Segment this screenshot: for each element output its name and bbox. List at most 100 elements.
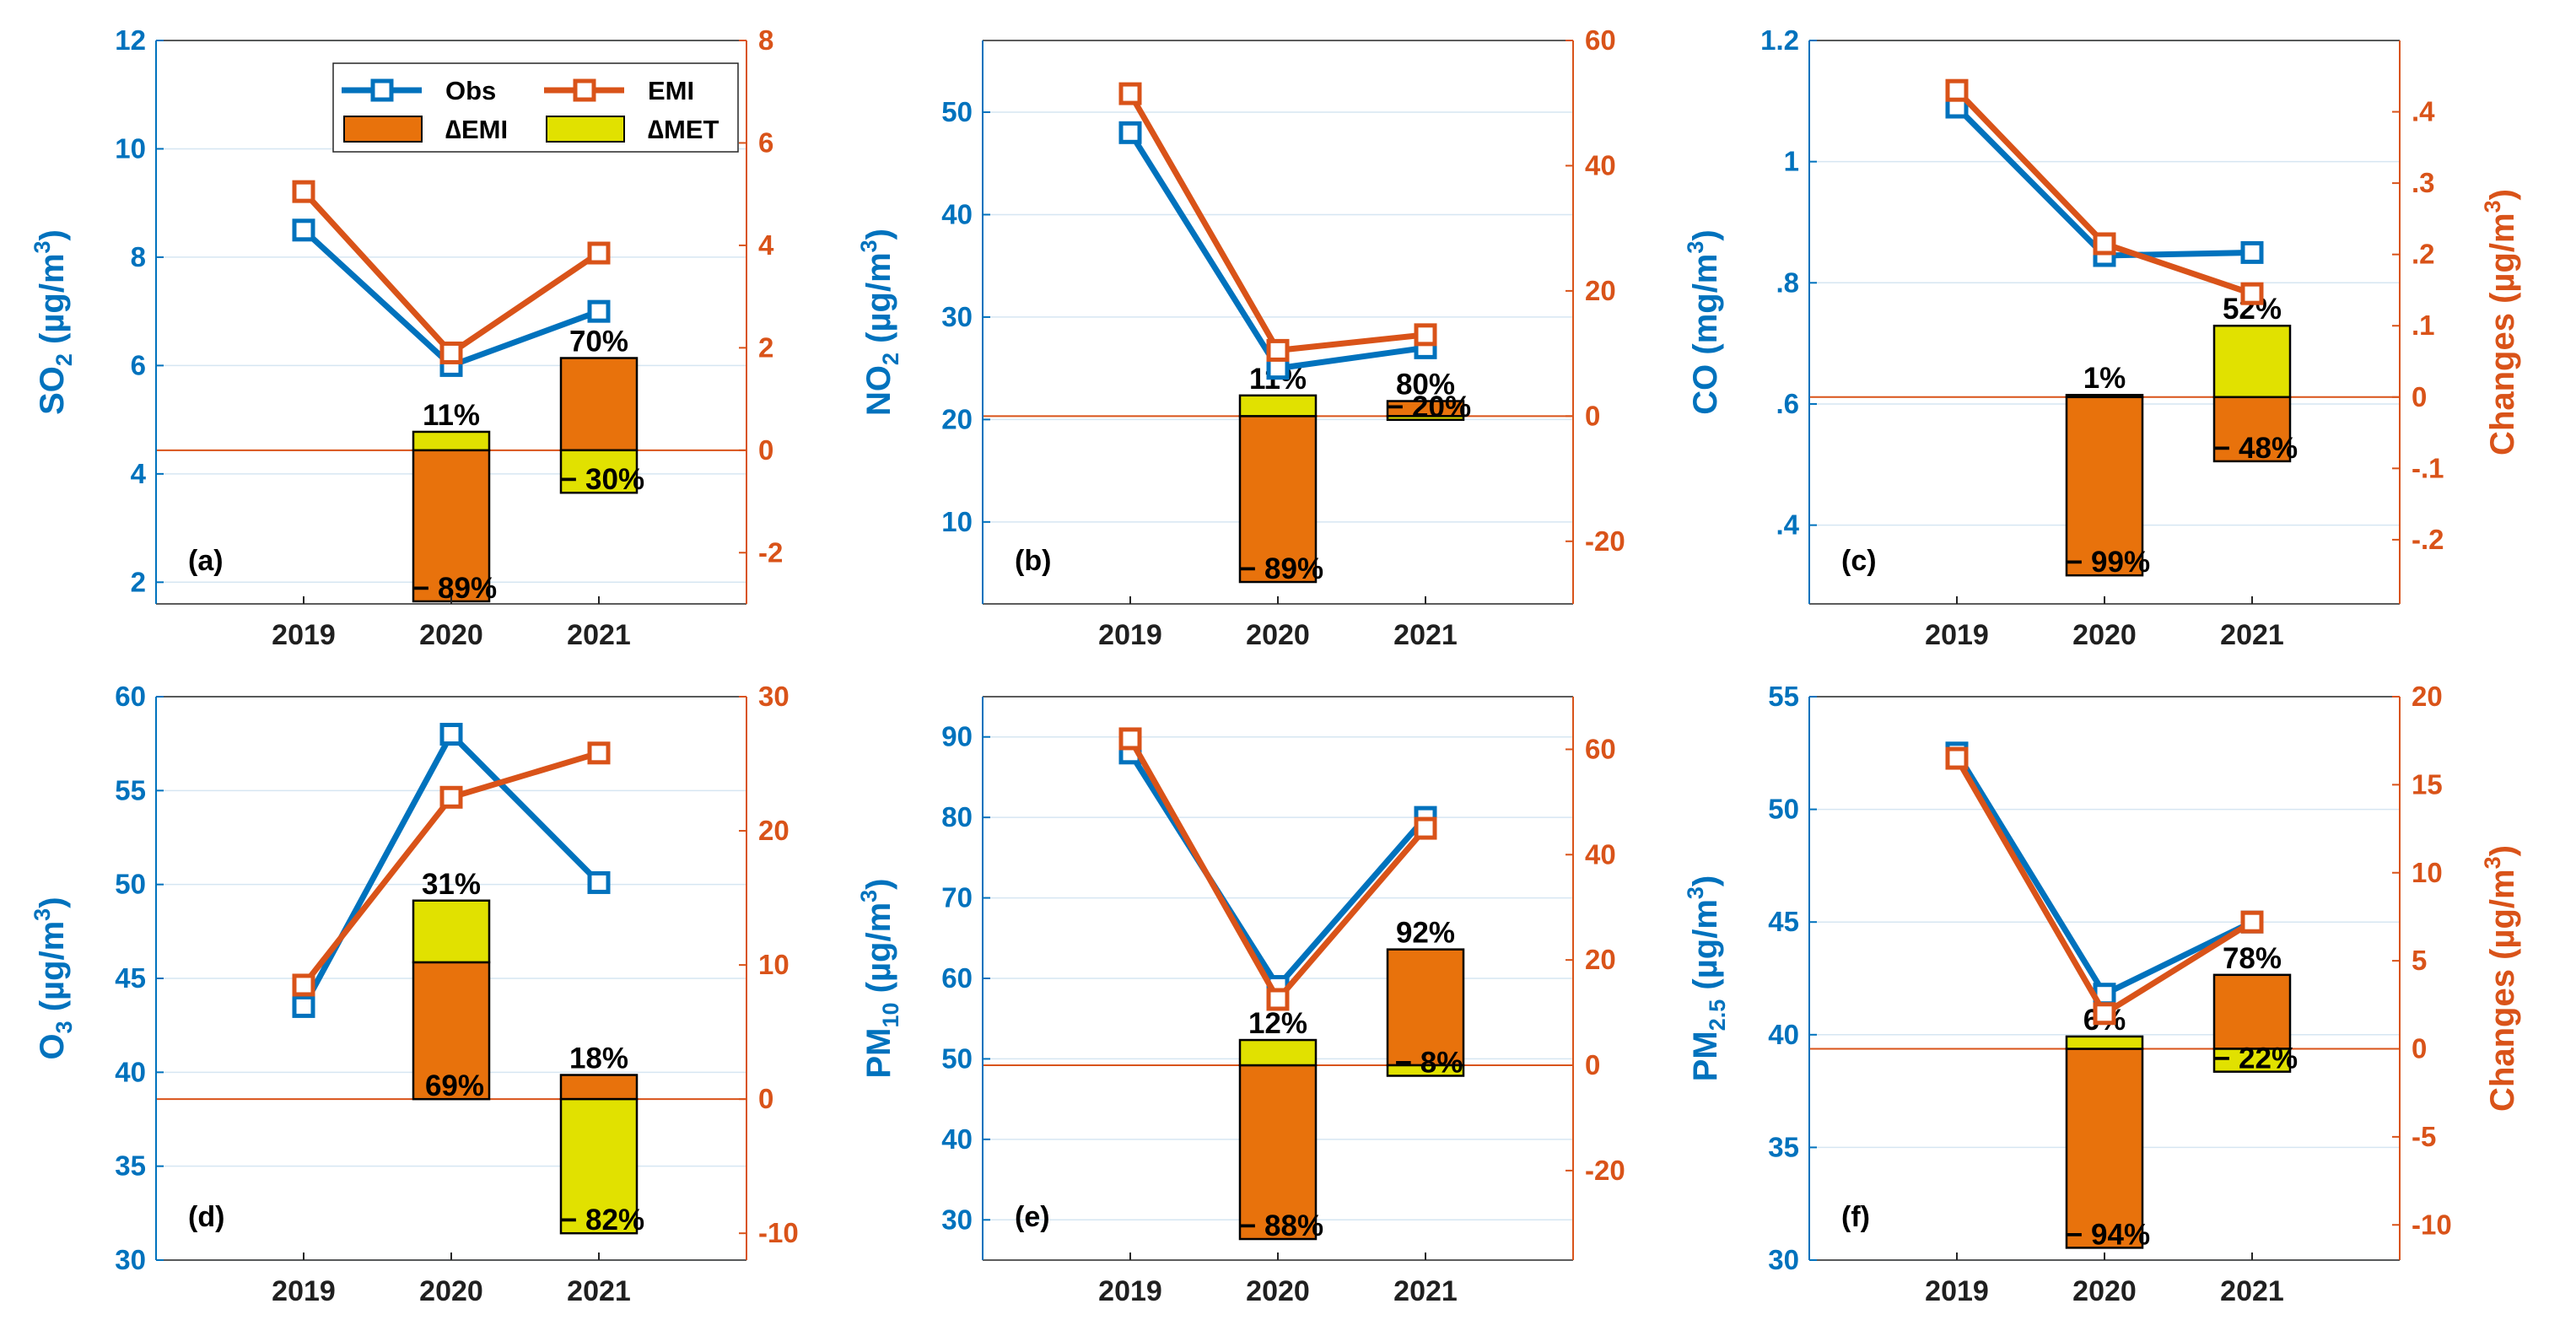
tick-label-right: .3: [2412, 167, 2435, 198]
ylabel-part: 3: [30, 240, 55, 253]
panel-e: 12% − 88% 92% − 8% 30 40 50 60 70 80 90 -20 0 20 40 60 2…: [856, 696, 1625, 1307]
ylabel-part: ): [2484, 189, 2521, 200]
bar-bottom-label: 69%: [425, 1069, 484, 1102]
bar-bottom-label: − 22%: [2213, 1042, 2298, 1075]
tick-label-left: 45: [1768, 906, 1799, 937]
tick-label-x: 2021: [567, 619, 631, 651]
obs-marker: [292, 218, 315, 242]
emi-marker: [1945, 746, 1969, 770]
obs-marker: [292, 994, 315, 1018]
y-axis-label-left: SO2 (µg/m3): [30, 229, 77, 415]
bar-bottom-label: − 30%: [560, 463, 644, 496]
panel-label: (b): [1015, 545, 1051, 577]
tick-label-x: 2019: [1098, 1275, 1162, 1307]
tick-label-right: -.2: [2412, 524, 2444, 555]
tick-label-left: 60: [115, 681, 146, 712]
emi-marker: [1266, 988, 1290, 1011]
tick-label-x: 2021: [567, 1275, 631, 1307]
bar-d-met: [559, 449, 639, 494]
bar-d-met: [2065, 393, 2144, 399]
tick-label-x: 2019: [1925, 619, 1989, 651]
ylabel-part: ): [860, 229, 897, 240]
bar-bottom-label: − 99%: [2066, 546, 2150, 579]
tick-label-x: 2019: [1098, 619, 1162, 651]
panel-label: (c): [1841, 545, 1877, 577]
ylabel-part: (µg/m: [34, 921, 71, 1021]
tick-label-right: 4: [758, 229, 774, 261]
tick-label-x: 2020: [1246, 619, 1310, 651]
ylabel-part: (µg/m: [1687, 899, 1724, 999]
bar-d-met: [2212, 324, 2292, 399]
tick-label-right: 60: [1585, 733, 1616, 764]
tick-label-left: 30: [941, 1204, 973, 1235]
tick-label-left: 50: [941, 96, 973, 127]
y-axis-label-left: O3 (µg/m3): [30, 897, 77, 1059]
tick-label-left: 45: [115, 962, 146, 994]
tick-label-left: 60: [941, 962, 973, 994]
bar-top-label: 11%: [423, 399, 480, 432]
ylabel-part: O: [34, 1033, 71, 1059]
bar-top-label: 31%: [422, 868, 481, 901]
bar-top-label: 78%: [2223, 942, 2282, 975]
bar-d-emi: [2065, 396, 2144, 577]
y-axis-label-left: PM10 (µg/m3): [856, 879, 903, 1079]
legend-obs-marker: [370, 78, 394, 102]
obs-line: [1128, 751, 1428, 990]
ylabel-part: (µg/m: [860, 252, 897, 353]
emi-marker: [1118, 82, 1142, 105]
tick-label-right: -.1: [2412, 452, 2444, 483]
tick-label-left: 55: [115, 774, 146, 805]
bar-bottom-label: − 89%: [1239, 552, 1323, 585]
tick-label-left: 40: [115, 1056, 146, 1087]
bar-bottom-label: − 8%: [1395, 1046, 1463, 1079]
y-axis-label-right: Changes (µg/m3): [2480, 189, 2521, 455]
ylabel-part: 3: [51, 1021, 77, 1033]
y-axis-label-left: PM2.5 (µg/m3): [1683, 875, 1730, 1082]
emi-marker: [587, 741, 611, 765]
ylabel-part: 2: [878, 353, 903, 365]
ylabel-part: SO: [34, 366, 71, 415]
tick-label-right: 40: [1585, 149, 1616, 180]
tick-label-left: 70: [941, 882, 973, 913]
tick-label-right: -20: [1585, 1155, 1625, 1186]
legend-obs-label: Obs: [445, 76, 496, 105]
emi-line: [1954, 757, 2254, 1017]
ylabel-part: 3: [2480, 856, 2505, 869]
tick-label-right: 0: [758, 434, 773, 466]
bar-bottom-label: − 89%: [412, 572, 497, 605]
ylabel-part: (mg/m: [1687, 254, 1724, 364]
ylabel-part: Changes (µg/m: [2484, 869, 2521, 1112]
ylabel-part: CO: [1687, 364, 1724, 415]
legend-d-emi-swatch: [343, 116, 423, 143]
tick-label-right: 20: [1585, 275, 1616, 306]
tick-label-right: -2: [758, 536, 783, 568]
panel-d: 31% 69% 18% − 82% 30 35 40 45 50 55 60 -10 0 10 20 30 20…: [30, 681, 799, 1307]
tick-label-left: 50: [1768, 794, 1799, 825]
bar-bottom-label: − 88%: [1239, 1209, 1323, 1242]
tick-label-left: 8: [131, 241, 146, 272]
ylabel-part: 3: [30, 908, 55, 921]
ylabel-part: 2: [51, 353, 77, 366]
tick-label-right: 2: [758, 331, 773, 363]
ylabel-part: ): [1687, 875, 1724, 886]
ylabel-part: 3: [2480, 200, 2505, 213]
emi-marker: [1414, 816, 1437, 840]
obs-marker: [587, 870, 611, 894]
emi-marker: [439, 341, 463, 364]
tick-label-x: 2021: [1393, 1275, 1458, 1307]
emi-line: [1127, 92, 1426, 353]
tick-label-left: 50: [941, 1042, 973, 1074]
ylabel-part: ): [1687, 229, 1724, 240]
bar-d-met: [1386, 415, 1465, 422]
tick-label-left: 20: [941, 403, 973, 434]
bar-d-met: [1386, 1064, 1465, 1077]
obs-marker: [2240, 240, 2264, 264]
tick-label-left: 30: [941, 301, 973, 332]
bar-bottom-label: − 94%: [2066, 1218, 2150, 1251]
bar-d-met: [2065, 1035, 2144, 1050]
tick-label-right: 5: [2412, 945, 2427, 976]
tick-label-right: 0: [2412, 381, 2427, 412]
emi-marker: [1118, 727, 1142, 751]
panel-label: (e): [1015, 1201, 1050, 1233]
tick-label-x: 2021: [1393, 619, 1458, 651]
